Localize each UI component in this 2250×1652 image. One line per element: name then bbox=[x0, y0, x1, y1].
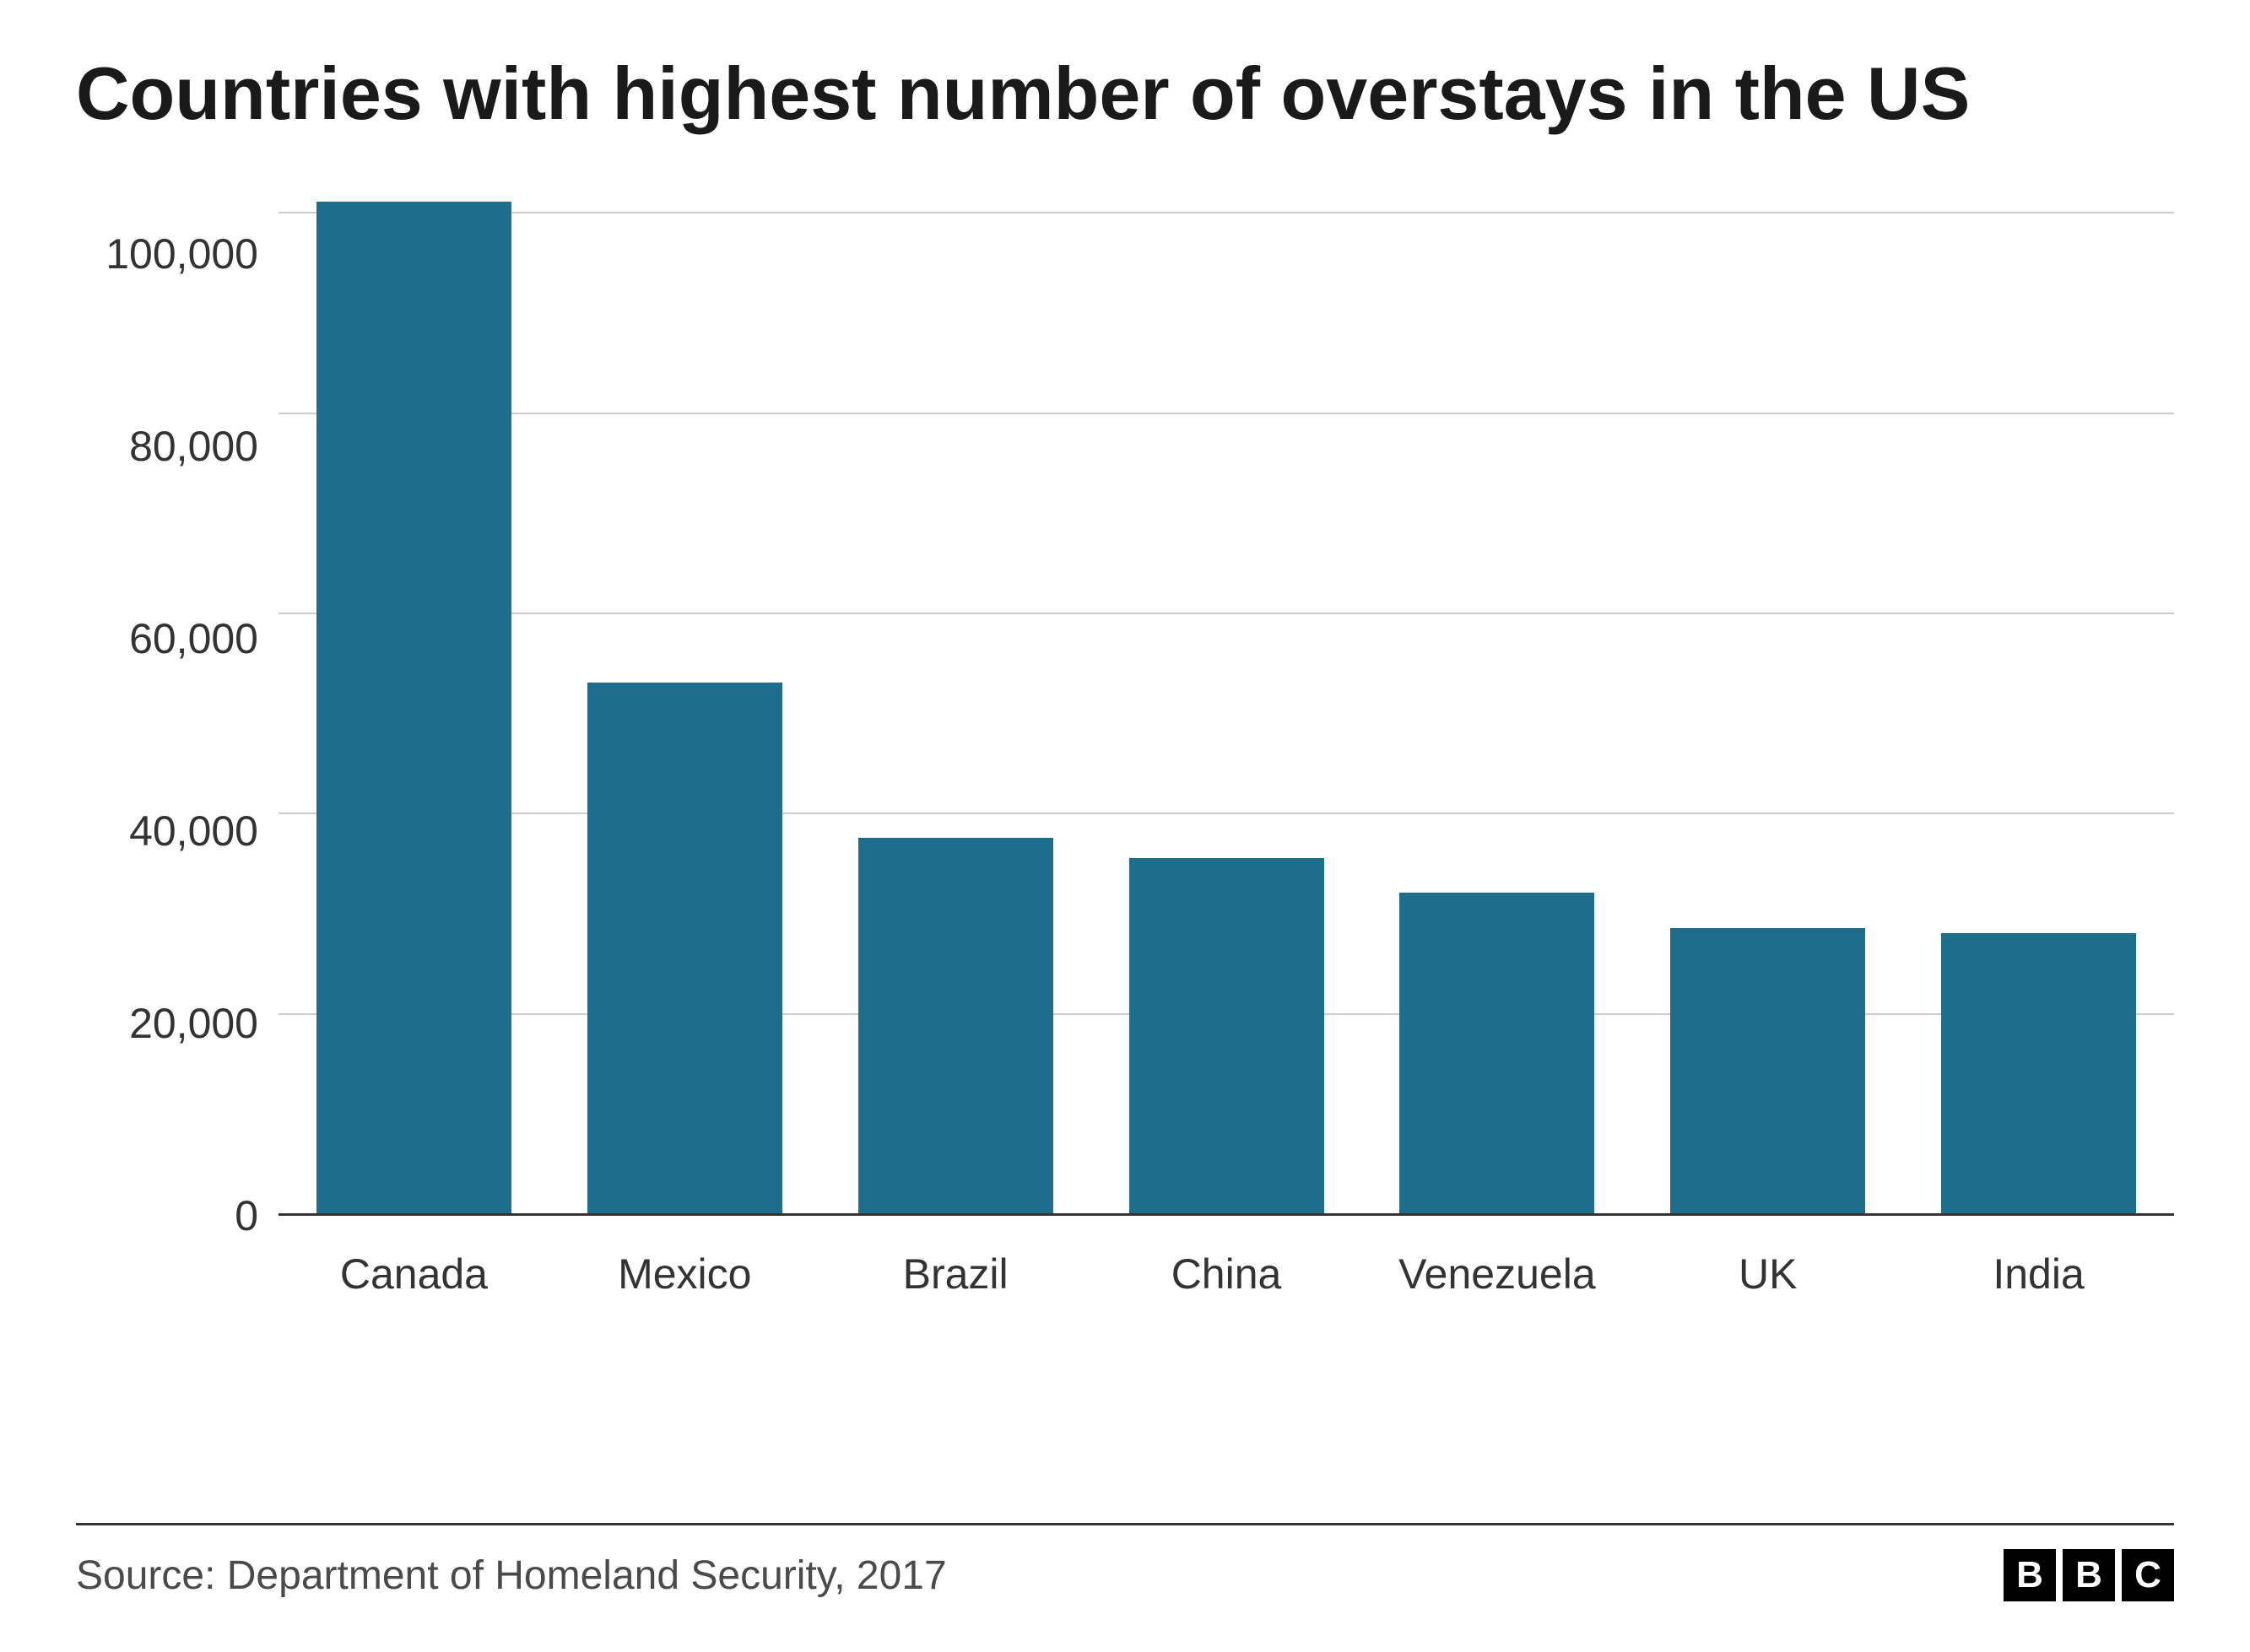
y-tick-label: 0 bbox=[235, 1195, 258, 1237]
x-labels: CanadaMexicoBrazilChinaVenezuelaUKIndia bbox=[279, 1216, 2174, 1298]
bar-slot bbox=[549, 212, 820, 1213]
x-axis: CanadaMexicoBrazilChinaVenezuelaUKIndia bbox=[76, 1216, 2174, 1298]
bbc-logo-letter: C bbox=[2122, 1549, 2174, 1601]
x-tick-label: Canada bbox=[279, 1250, 549, 1298]
bar-slot bbox=[820, 212, 1091, 1213]
bar bbox=[1129, 858, 1324, 1213]
y-tick-label: 100,000 bbox=[105, 233, 258, 275]
footer: Source: Department of Homeland Security,… bbox=[76, 1523, 2174, 1601]
source-text: Source: Department of Homeland Security,… bbox=[76, 1552, 947, 1599]
bar bbox=[1670, 928, 1865, 1213]
bar-slot bbox=[1361, 212, 1632, 1213]
bar bbox=[1399, 893, 1594, 1213]
x-tick-label: Mexico bbox=[549, 1250, 820, 1298]
bar bbox=[1941, 933, 2136, 1213]
x-tick-label: Brazil bbox=[820, 1250, 1091, 1298]
chart-container: Countries with highest number of oversta… bbox=[0, 0, 2250, 1652]
x-tick-label: India bbox=[1903, 1250, 2174, 1298]
bar bbox=[316, 202, 511, 1213]
bbc-logo-letter: B bbox=[2004, 1549, 2056, 1601]
x-tick-label: China bbox=[1091, 1250, 1362, 1298]
x-tick-label: Venezuela bbox=[1361, 1250, 1632, 1298]
y-tick-label: 80,000 bbox=[129, 425, 258, 467]
y-tick-label: 60,000 bbox=[129, 618, 258, 660]
y-tick-label: 40,000 bbox=[129, 810, 258, 852]
bars bbox=[279, 212, 2174, 1213]
chart-title: Countries with highest number of oversta… bbox=[76, 51, 2174, 136]
y-axis: 100,00080,00060,00040,00020,0000 bbox=[76, 212, 279, 1216]
y-tick-label: 20,000 bbox=[129, 1002, 258, 1045]
bar bbox=[858, 838, 1053, 1213]
plot-row: 100,00080,00060,00040,00020,0000 bbox=[76, 212, 2174, 1216]
bar bbox=[587, 683, 782, 1213]
chart-area: 100,000 80,000 60,000 40,000 20,000 0 CanadaM… bbox=[76, 212, 2174, 1298]
bbc-logo: BBC bbox=[2004, 1549, 2174, 1601]
bar-slot bbox=[1632, 212, 1903, 1213]
bar-slot bbox=[1091, 212, 1362, 1213]
bbc-logo-letter: B bbox=[2063, 1549, 2115, 1601]
bar-slot bbox=[1903, 212, 2174, 1213]
x-tick-label: UK bbox=[1632, 1250, 1903, 1298]
bar-slot bbox=[279, 212, 549, 1213]
plot bbox=[279, 212, 2174, 1216]
